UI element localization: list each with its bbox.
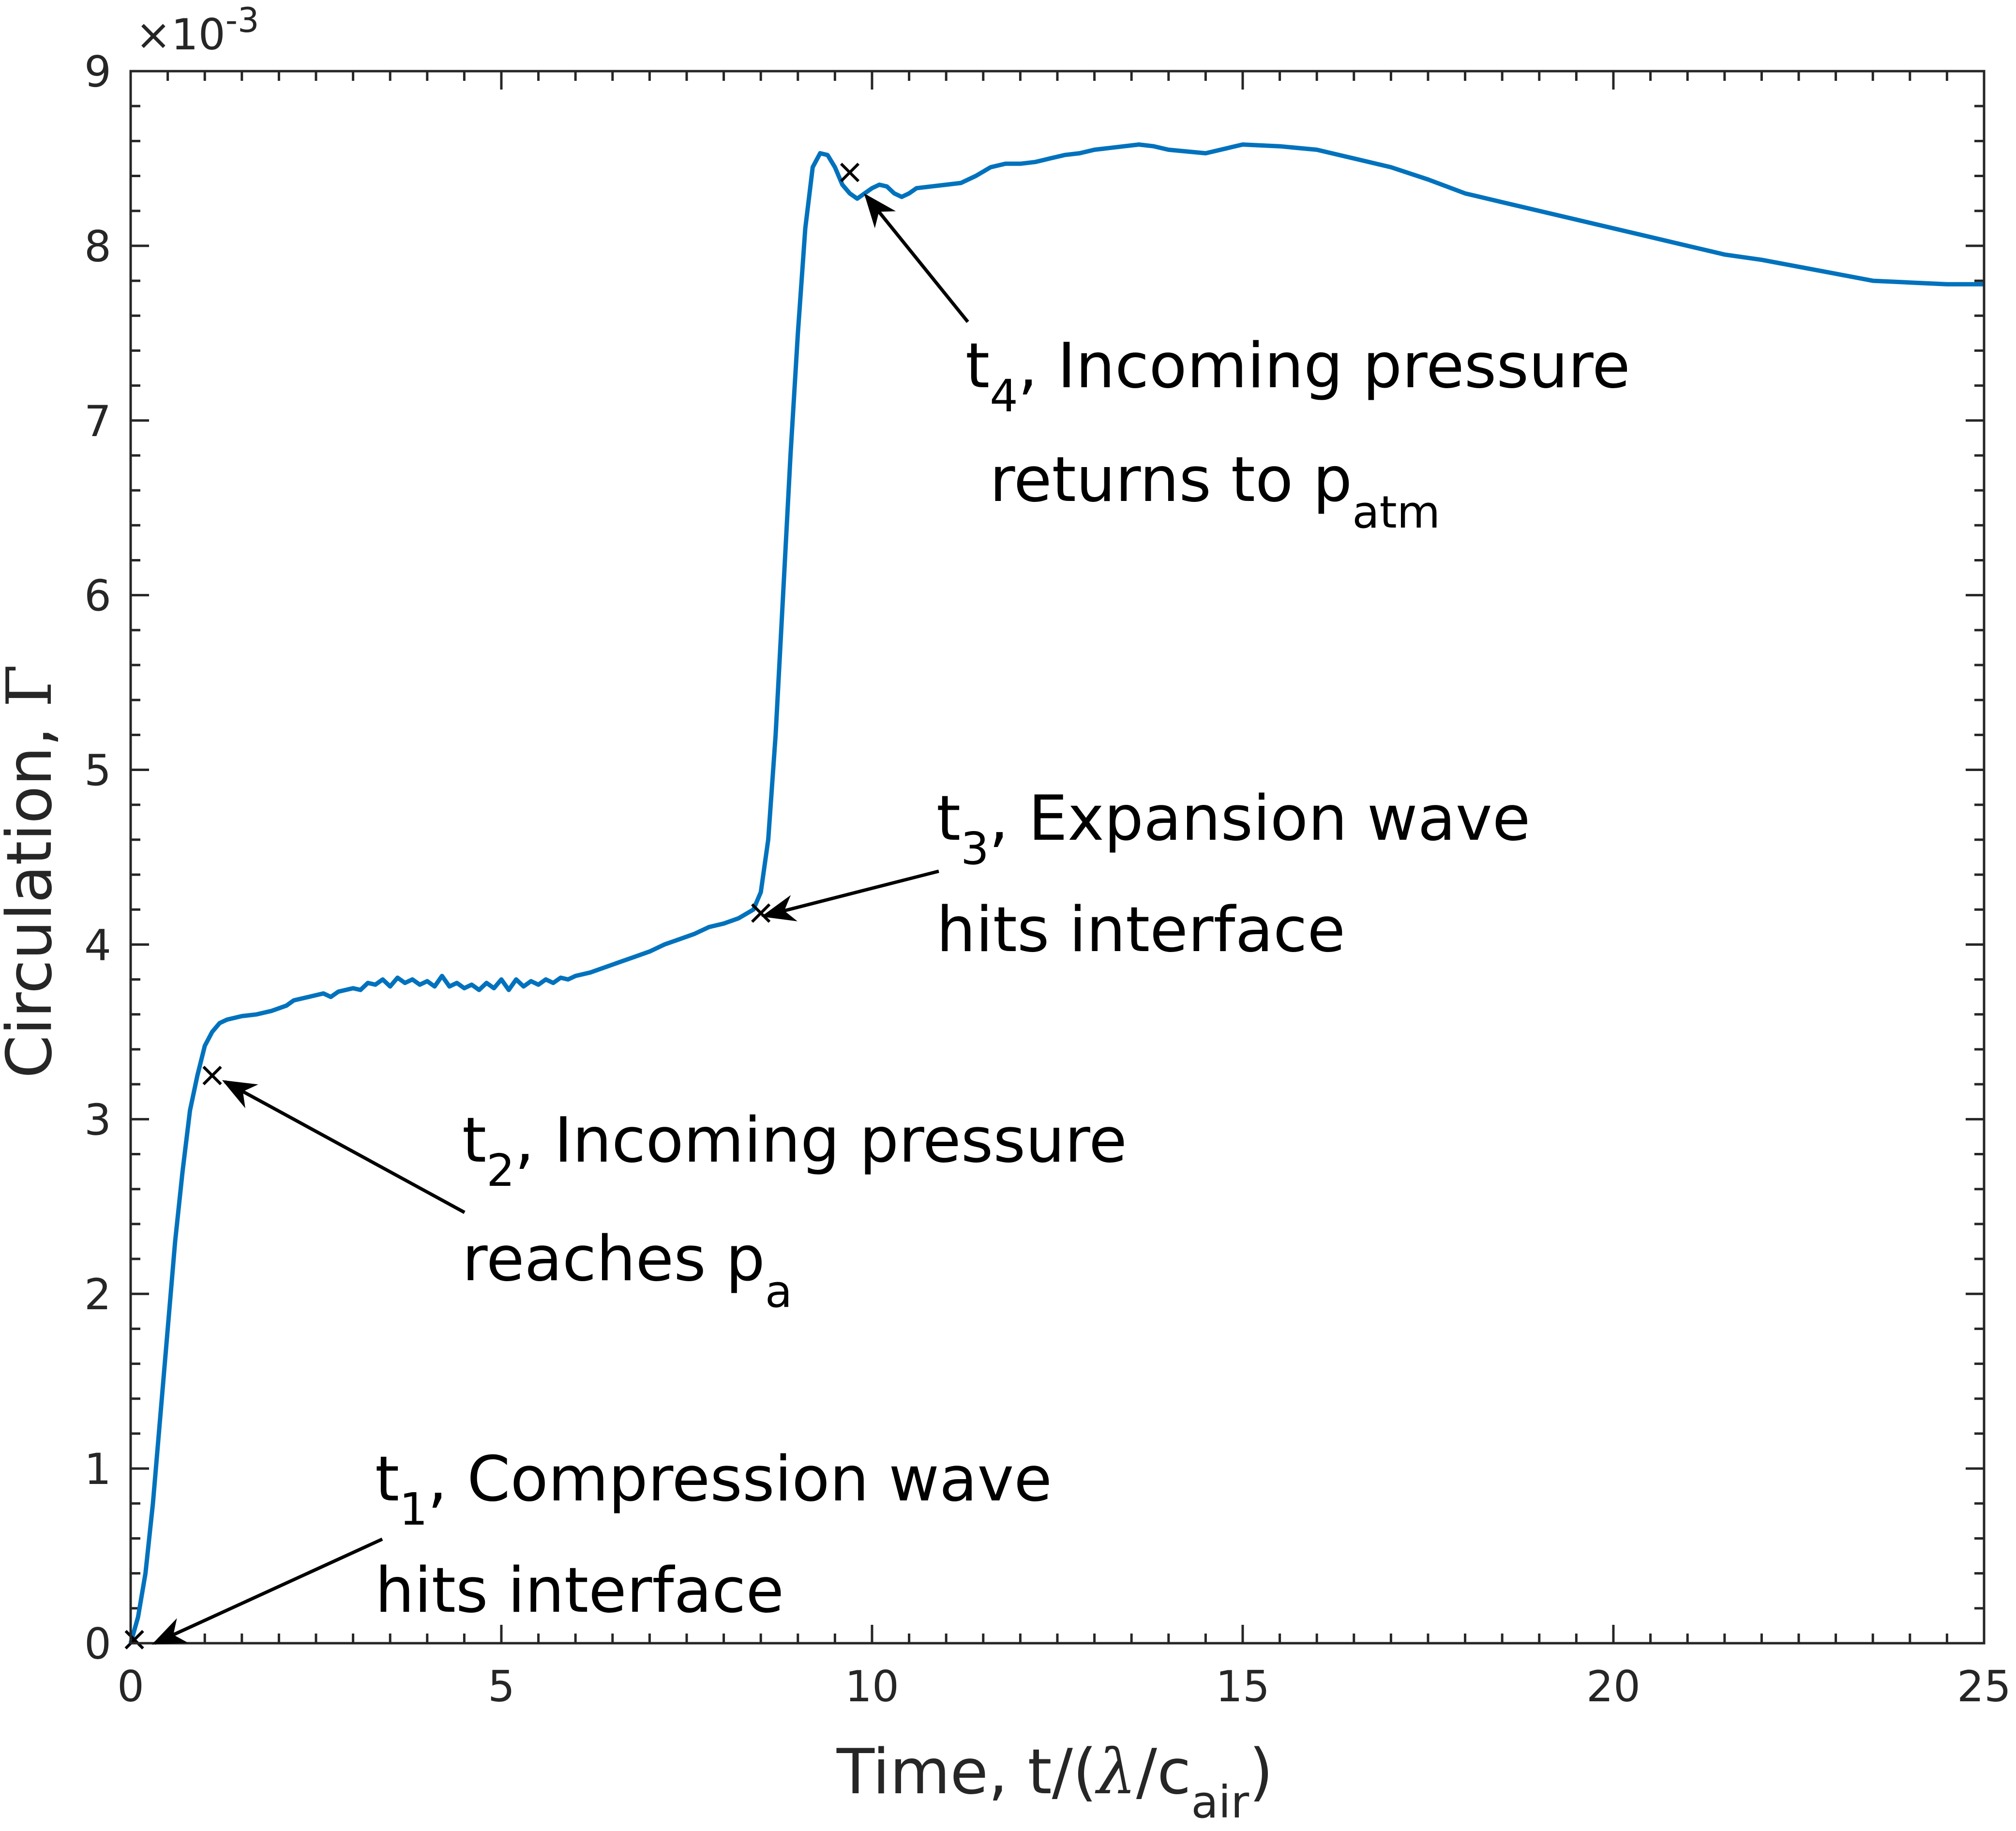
x-tick-label: 20 <box>1586 1662 1640 1711</box>
y-tick-label: 3 <box>84 1095 111 1145</box>
y-tick-label: 6 <box>84 571 111 621</box>
y-tick-label: 9 <box>84 47 111 97</box>
annotation-t1: t1, Compression wave hits interface <box>375 1443 1052 1627</box>
x-axis-title: Time, t/(λ/cair) <box>836 1736 1273 1828</box>
x-tick-label: 5 <box>488 1662 515 1711</box>
axis-ticks <box>129 70 1986 1645</box>
annotation-t4: t4, Incoming pressure returns to patm <box>965 330 1630 538</box>
annotation-t3: t3, Expansion wave hits interface <box>936 783 1531 966</box>
marker-stroke <box>840 163 860 182</box>
y-tick-label: 0 <box>84 1619 111 1669</box>
y-tick-label: 8 <box>84 222 111 272</box>
event-marker <box>202 1065 222 1086</box>
arrow-t4 <box>864 193 969 323</box>
event-marker <box>124 1630 144 1649</box>
svg-text:returns to patm: returns to patm <box>990 444 1440 538</box>
series-line <box>128 142 1984 1644</box>
event-marker <box>840 163 860 182</box>
y-tick-label: 4 <box>84 920 111 970</box>
arrow-t3 <box>761 869 939 922</box>
svg-text:reaches pa: reaches pa <box>462 1223 792 1317</box>
y-tick-label: 2 <box>84 1270 111 1319</box>
x-tick-label: 15 <box>1216 1662 1270 1711</box>
arrow-t1 <box>151 1537 383 1645</box>
y-tick-label: 5 <box>84 746 111 796</box>
arrow-t2 <box>222 1080 466 1214</box>
marker-stroke <box>202 1065 222 1086</box>
tick-labels: 0 5 10 15 20 25 0 1 2 3 4 5 6 7 8 9 <box>84 47 2011 1711</box>
svg-text:t4, Incoming pressure: t4, Incoming pressure <box>965 330 1630 422</box>
svg-text:t2, Incoming pressure: t2, Incoming pressure <box>462 1105 1127 1196</box>
annotation-t2: t2, Incoming pressure reaches pa <box>462 1105 1127 1317</box>
y-tick-label: 7 <box>84 396 111 446</box>
y-axis-multiplier: ×10-3 <box>135 0 259 60</box>
svg-text:hits interface: hits interface <box>375 1555 784 1627</box>
x-tick-label: 0 <box>117 1662 144 1711</box>
y-axis-title: Circulation, Γ <box>0 664 66 1078</box>
marker-stroke <box>124 1630 144 1649</box>
event-markers <box>124 163 860 1649</box>
annotation-arrows <box>151 193 969 1645</box>
y-tick-label: 1 <box>84 1444 111 1494</box>
svg-text:hits interface: hits interface <box>936 894 1345 966</box>
svg-text:t3, Expansion wave: t3, Expansion wave <box>936 783 1531 875</box>
event-marker <box>751 903 771 923</box>
svg-text:t1, Compression wave: t1, Compression wave <box>375 1443 1052 1535</box>
x-tick-label: 25 <box>1957 1662 2011 1711</box>
plot-frame <box>129 70 1986 1645</box>
x-tick-label: 10 <box>845 1662 899 1711</box>
